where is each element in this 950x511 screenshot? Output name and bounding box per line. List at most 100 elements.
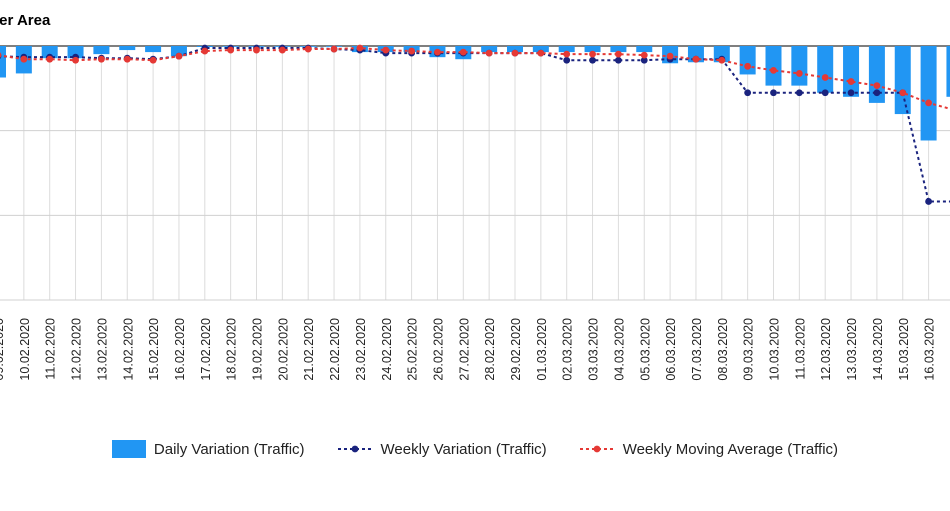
x-tick-label: 14.03.2020 [871,318,885,381]
weekly-moving-average-point [382,46,390,54]
legend-item-daily[interactable]: Daily Variation (Traffic) [111,440,305,458]
x-tick-label: 13.02.2020 [95,318,109,381]
x-tick-label: 02.03.2020 [561,318,575,381]
bar-daily-variation [636,46,653,53]
weekly-variation-point [615,56,622,64]
weekly-moving-average-point [692,55,700,63]
x-tick-label: 06.03.2020 [664,318,678,381]
bar-daily-variation [0,46,6,78]
weekly-moving-average-point [899,89,907,97]
weekly-moving-average-point [589,50,596,58]
x-tick-label: 22.02.2020 [328,318,342,381]
weekly-moving-average-point [925,99,932,107]
weekly-variation-point [640,56,648,64]
weekly-moving-average-point [0,52,2,58]
weekly-moving-average-point [770,66,777,74]
bar-daily-variation [765,46,782,86]
bar-daily-variation [687,46,704,63]
bar-daily-variation [868,46,885,103]
x-tick-label: 11.02.2020 [44,318,58,380]
bar-daily-variation [558,46,575,53]
bar-daily-variation [67,46,84,59]
weekly-moving-average-series [0,44,950,110]
weekly-moving-average-point [253,46,260,54]
weekly-moving-average-point [795,70,803,77]
x-tick-label: 16.02.2020 [173,318,187,381]
bar-daily-variation [145,46,162,53]
x-tick-label: 16.03.2020 [923,318,937,381]
bar-daily-variation [843,46,860,97]
weekly-moving-average-point [278,46,286,54]
weekly-moving-average-point [873,82,881,90]
chart-title: ger Area [0,12,51,29]
x-tick-label: 03.03.2020 [587,318,601,381]
x-tick-label: 23.02.2020 [354,318,368,381]
bar-daily-variation [946,46,950,97]
bar-daily-variation [41,46,58,59]
x-tick-label: 14.02.2020 [121,318,135,381]
weekly-moving-average-line [0,47,950,110]
x-tick-label: 13.03.2020 [845,318,859,381]
x-tick-label: 15.03.2020 [897,318,911,381]
x-tick-label: 11.03.2020 [793,318,807,380]
legend-item-weekly[interactable]: Weekly Variation (Traffic) [337,441,547,458]
x-tick-label: 04.03.2020 [612,318,626,381]
bar-daily-variation [817,46,834,93]
legend-point-mark [593,445,601,453]
bar-daily-variation [481,46,498,53]
legend-label-weekly: Weekly Variation (Traffic) [380,440,547,458]
weekly-variation-point [563,56,571,64]
x-tick-label: 12.03.2020 [819,318,833,381]
x-tick-label: 10.02.2020 [18,318,32,381]
legend-item-moving-average[interactable]: Weekly Moving Average (Traffic) [579,441,838,458]
weekly-variation-point [847,89,855,97]
x-tick-label: 10.03.2020 [768,318,782,381]
weekly-moving-average-point [330,45,338,53]
weekly-moving-average-point [98,55,105,63]
weekly-moving-average-point [744,62,752,70]
weekly-moving-average-point [563,50,571,58]
bar-daily-variation [894,46,911,115]
weekly-moving-average-point [511,49,519,57]
weekly-variation-point [770,89,777,97]
chart-plot: 09.02.2020 10.02.2020 11.02.2020 12.02.2020… [0,44,950,381]
bar-daily-variation [532,46,549,53]
weekly-moving-average-point [718,56,726,64]
weekly-moving-average-point [72,56,79,64]
weekly-moving-average-point [537,49,545,57]
weekly-moving-average-point [46,55,54,63]
x-tick-label: 18.02.2020 [225,318,239,381]
x-tick-label: 01.03.2020 [535,318,549,381]
x-tick-label: 20.02.2020 [276,318,290,381]
weekly-moving-average-point [640,51,648,59]
legend-swatch-daily [111,440,146,458]
x-tick-label: 19.02.2020 [251,318,265,381]
legend-label-daily: Daily Variation (Traffic) [153,440,305,458]
x-tick-label: 26.02.2020 [431,318,445,381]
legend: Daily Variation (Traffic) Weekly Variati… [0,440,950,458]
x-tick-label: 29.02.2020 [509,318,523,381]
x-tick-label: 21.02.2020 [302,318,316,381]
x-tick-label: 25.02.2020 [406,318,420,381]
x-tick-label: 17.02.2020 [199,318,213,381]
weekly-moving-average-point [408,47,415,55]
weekly-moving-average-point [201,47,209,55]
x-tick-label: 09.03.2020 [742,318,756,381]
legend-point-mark [351,445,358,453]
weekly-variation-point [925,198,932,205]
x-tick-label: 07.03.2020 [690,318,704,381]
weekly-variation-series [0,44,950,205]
weekly-moving-average-point [485,49,493,57]
weekly-moving-average-point [821,74,829,81]
x-tick-label: 27.02.2020 [457,318,471,381]
x-tick-labels: 09.02.2020 10.02.2020 11.02.2020 12.02.2020… [0,318,950,381]
weekly-moving-average-point [459,48,467,56]
x-tick-label: 24.02.2020 [380,318,394,381]
bar-daily-variation [584,46,601,53]
grid [0,45,950,301]
x-tick-label: 28.02.2020 [483,318,497,381]
weekly-moving-average-point [149,56,157,64]
bar-daily-variation [739,46,756,75]
bar-daily-variation [119,46,136,51]
weekly-variation-point [795,89,803,97]
